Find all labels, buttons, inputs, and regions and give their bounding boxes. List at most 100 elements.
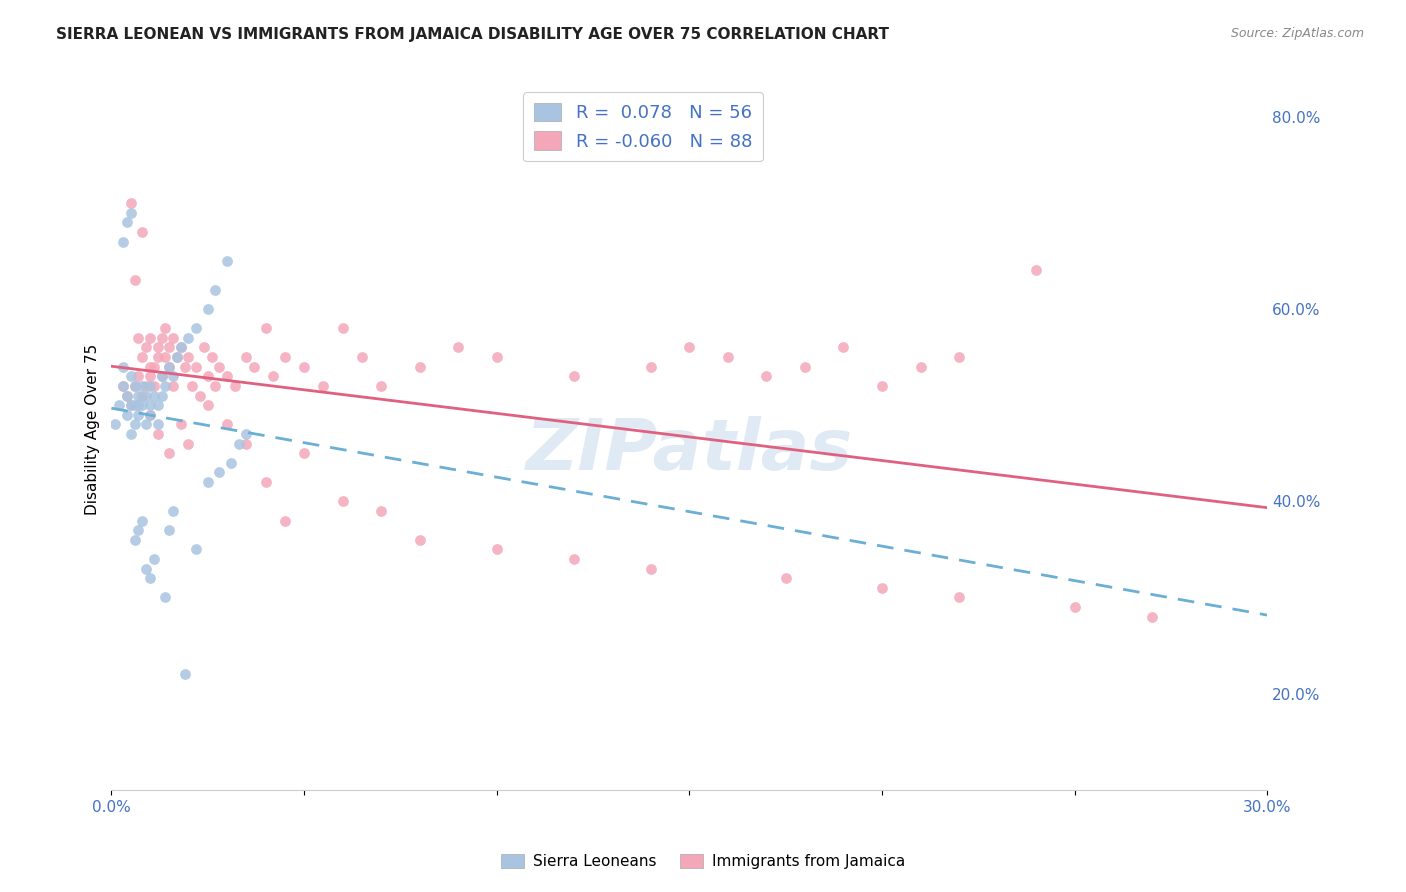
Point [120, 427, 142, 442]
Point [139, 408, 162, 422]
Text: ZIPatlas: ZIPatlas [526, 417, 853, 485]
Point [678, 340, 700, 354]
Point [131, 388, 153, 402]
Point [139, 571, 162, 585]
Point [127, 331, 149, 345]
Point [139, 379, 162, 393]
Point [127, 523, 149, 537]
Point [177, 350, 200, 364]
Point [274, 514, 297, 528]
Point [162, 369, 184, 384]
Point [193, 340, 215, 354]
Point [150, 388, 173, 402]
Point [186, 542, 208, 557]
Point [131, 398, 153, 412]
Point [120, 369, 142, 384]
Point [124, 379, 146, 393]
Point [312, 379, 335, 393]
Point [948, 591, 970, 605]
Point [139, 408, 162, 422]
Point [204, 283, 226, 297]
Point [235, 350, 257, 364]
Point [146, 427, 169, 442]
Point [262, 369, 284, 384]
Point [120, 398, 142, 412]
Point [640, 561, 662, 575]
Point [870, 581, 893, 595]
Point [115, 215, 138, 229]
Point [142, 379, 165, 393]
Point [142, 388, 165, 402]
Point [485, 542, 508, 557]
Point [204, 379, 226, 393]
Point [235, 427, 257, 442]
Point [146, 417, 169, 432]
Point [447, 340, 470, 354]
Point [157, 359, 180, 374]
Point [131, 350, 153, 364]
Point [292, 359, 315, 374]
Point [150, 369, 173, 384]
Point [104, 417, 127, 432]
Point [115, 388, 138, 402]
Point [186, 321, 208, 335]
Point [235, 436, 257, 450]
Point [562, 369, 585, 384]
Point [1140, 609, 1163, 624]
Point [115, 388, 138, 402]
Point [370, 379, 392, 393]
Point [155, 350, 177, 364]
Point [274, 350, 297, 364]
Point [127, 388, 149, 402]
Point [177, 436, 200, 450]
Point [127, 398, 149, 412]
Point [254, 475, 277, 489]
Point [155, 379, 177, 393]
Point [254, 321, 277, 335]
Point [755, 369, 778, 384]
Point [131, 379, 153, 393]
Point [124, 273, 146, 287]
Point [108, 398, 131, 412]
Point [139, 369, 162, 384]
Point [173, 667, 195, 681]
Point [127, 408, 149, 422]
Point [146, 350, 169, 364]
Point [150, 369, 173, 384]
Point [243, 359, 266, 374]
Point [139, 331, 162, 345]
Point [197, 369, 219, 384]
Point [127, 369, 149, 384]
Point [135, 340, 157, 354]
Point [215, 369, 238, 384]
Point [485, 350, 508, 364]
Point [150, 331, 173, 345]
Point [135, 561, 157, 575]
Point [170, 340, 193, 354]
Text: SIERRA LEONEAN VS IMMIGRANTS FROM JAMAICA DISABILITY AGE OVER 75 CORRELATION CHA: SIERRA LEONEAN VS IMMIGRANTS FROM JAMAIC… [56, 27, 889, 42]
Point [188, 388, 211, 402]
Point [155, 591, 177, 605]
Y-axis label: Disability Age Over 75: Disability Age Over 75 [86, 343, 100, 515]
Point [948, 350, 970, 364]
Point [131, 225, 153, 239]
Point [197, 301, 219, 316]
Point [131, 514, 153, 528]
Point [157, 523, 180, 537]
Point [717, 350, 740, 364]
Point [111, 359, 134, 374]
Point [146, 398, 169, 412]
Point [910, 359, 932, 374]
Point [139, 359, 162, 374]
Point [155, 321, 177, 335]
Point [350, 350, 373, 364]
Point [135, 388, 157, 402]
Point [139, 398, 162, 412]
Point [124, 533, 146, 547]
Point [135, 379, 157, 393]
Point [142, 359, 165, 374]
Point [111, 235, 134, 249]
Point [408, 359, 430, 374]
Legend: Sierra Leoneans, Immigrants from Jamaica: Sierra Leoneans, Immigrants from Jamaica [495, 848, 911, 875]
Point [870, 379, 893, 393]
